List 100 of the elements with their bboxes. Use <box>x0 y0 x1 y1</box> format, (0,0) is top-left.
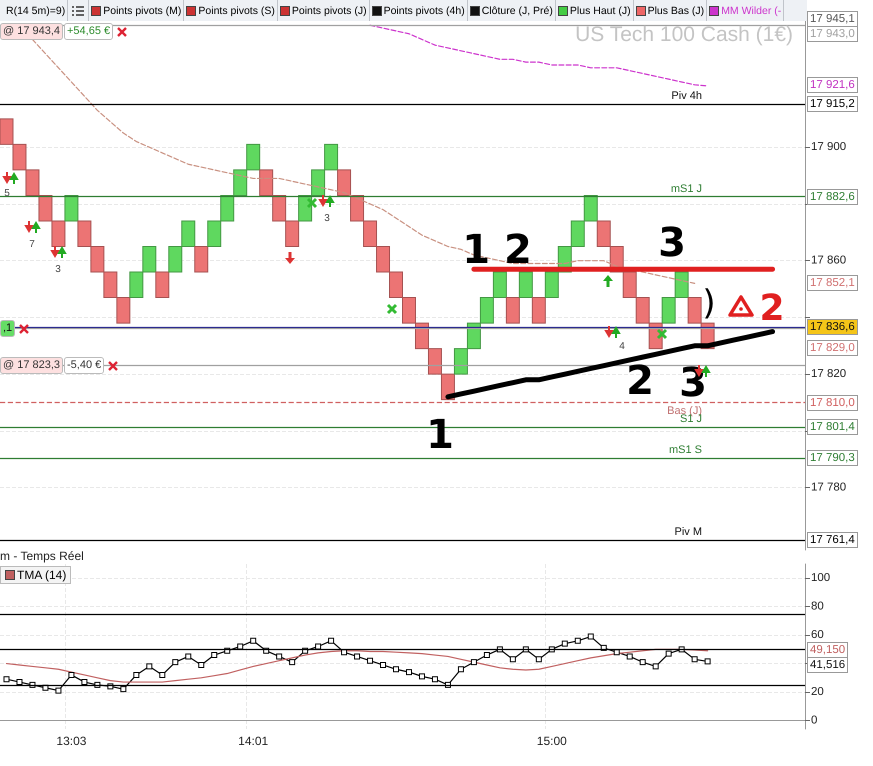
annotation: 2 <box>759 288 785 329</box>
ref-line-label: 17 915,2 <box>807 96 858 112</box>
annotation: 3 <box>658 220 686 266</box>
point <box>562 640 568 647</box>
point <box>146 663 152 670</box>
point <box>120 686 126 692</box>
annotation: S1 J <box>680 412 702 426</box>
annotation: ) <box>702 283 716 323</box>
annotation: ,1 <box>0 320 16 338</box>
text: 17 852,1 <box>807 275 858 291</box>
annotation: 3 <box>324 212 330 225</box>
bar <box>506 297 520 324</box>
chart-title: US Tech 100 Cash (1€) <box>575 23 793 46</box>
point <box>393 666 400 672</box>
bar <box>194 246 208 273</box>
y-tick-label: 80 <box>811 600 824 613</box>
bar <box>532 297 546 324</box>
point <box>16 679 22 686</box>
y-tick-label: 20 <box>811 686 824 698</box>
y-tick-label: 17 780 <box>811 482 846 494</box>
point <box>470 659 477 666</box>
annotation: 7 <box>29 238 35 251</box>
point <box>458 666 464 672</box>
point <box>68 672 74 678</box>
point <box>237 644 244 650</box>
point <box>484 652 490 658</box>
text: Plus Bas (J) <box>648 4 704 16</box>
annotation: mS1 S <box>668 444 702 458</box>
bar <box>518 272 533 298</box>
point <box>159 672 166 678</box>
point <box>198 662 204 668</box>
ref-line-label: 17 836,6 <box>807 319 858 336</box>
ref-line-label: 17 943,0 <box>807 26 858 42</box>
text: 17 921,6 <box>807 77 858 93</box>
annotation: Piv M <box>674 526 702 540</box>
annotation: 4 <box>619 340 625 353</box>
text: Clôture (J, Pré) <box>482 4 553 16</box>
text: Points pivots (M) <box>103 4 182 16</box>
point <box>380 662 386 668</box>
y-tick-label: 17 820 <box>811 368 846 380</box>
chart-title: m - Temps Réel <box>0 549 84 563</box>
bar <box>155 272 170 298</box>
point <box>328 638 334 644</box>
point <box>133 672 140 678</box>
annotation: mS1 J <box>670 182 702 196</box>
point <box>211 652 218 658</box>
point <box>406 669 412 676</box>
point <box>574 638 581 644</box>
point <box>536 656 542 662</box>
point <box>55 688 62 694</box>
ref-line-label: 17 810,0 <box>807 394 858 410</box>
point <box>367 658 374 664</box>
annotation: @ 17 823,3 <box>0 356 64 374</box>
text: MM Wilder (- <box>721 4 782 16</box>
text: 17 829,0 <box>807 340 858 356</box>
text: 17 945,1 <box>807 11 858 27</box>
annotation: Piv 4h <box>671 90 702 104</box>
y-tick-label: 100 <box>811 572 830 584</box>
annotation: @ 17 943,4 <box>0 23 64 40</box>
ref-line-label: 17 882,6 <box>807 188 858 205</box>
text: Points pivots (4h) <box>384 4 465 16</box>
point <box>626 653 633 660</box>
point <box>432 676 438 682</box>
annotation: 1 2 <box>462 227 532 273</box>
ref-line-label: 17 790,3 <box>807 450 858 466</box>
x-tick-label: 15:00 <box>536 734 568 748</box>
point <box>588 634 594 640</box>
legend-label: TMA (14) <box>17 568 66 582</box>
point <box>172 659 178 666</box>
point <box>666 650 672 657</box>
point <box>276 653 282 660</box>
annotation: 3 <box>55 263 61 276</box>
y-tick-label: 17 900 <box>811 141 846 154</box>
point <box>640 659 646 666</box>
point <box>652 663 659 670</box>
point <box>185 653 192 660</box>
text: Plus Haut (J) <box>570 4 631 16</box>
annotation: 2 <box>626 358 654 404</box>
point <box>510 656 516 662</box>
point <box>3 676 10 682</box>
x-tick-label: 14:01 <box>238 734 269 748</box>
point <box>81 679 88 686</box>
y-tick-label: 0 <box>811 714 818 726</box>
point <box>315 644 322 650</box>
bar <box>337 169 352 196</box>
point <box>418 673 425 680</box>
point <box>354 653 360 660</box>
point <box>704 658 711 664</box>
ref-line-label: 17 801,4 <box>807 418 858 435</box>
ref-line-label: 17 761,4 <box>807 532 858 548</box>
x-tick-label: 13:03 <box>56 734 87 748</box>
text: R(14 5m)=9) <box>6 4 66 16</box>
bar <box>64 194 78 222</box>
point <box>250 638 256 644</box>
y-tick-label: 60 <box>811 629 824 642</box>
y-tick-label: 17 860 <box>811 254 846 267</box>
annotation: +54,65 € <box>64 23 114 40</box>
text: Points pivots (S) <box>198 4 275 16</box>
point <box>692 656 698 662</box>
annotation: -5,40 € <box>64 356 104 374</box>
